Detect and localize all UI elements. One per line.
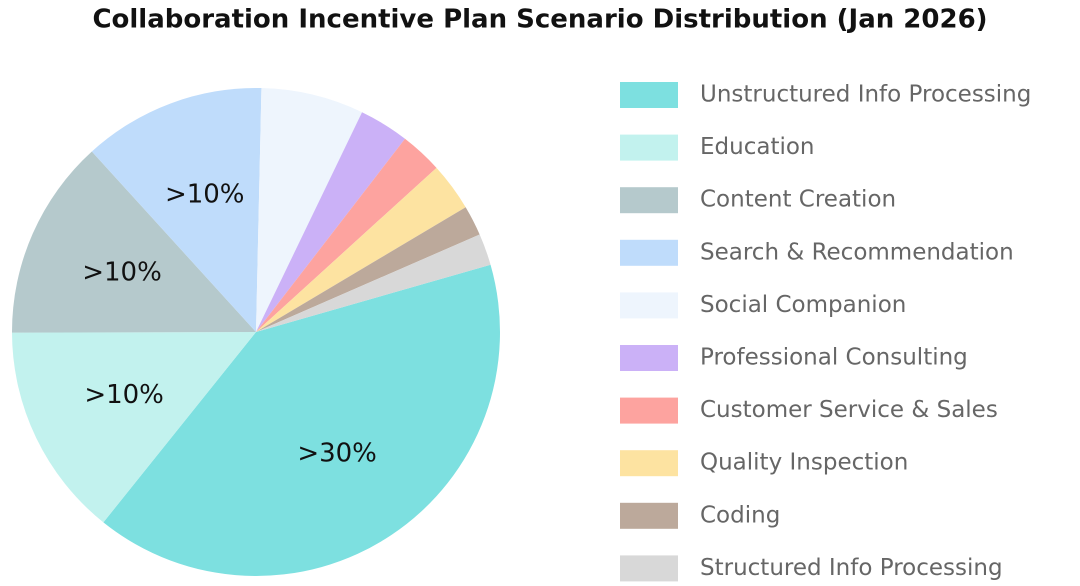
chart-title: Collaboration Incentive Plan Scenario Di…: [92, 5, 987, 35]
value-label: >10%: [82, 257, 162, 287]
legend-label: Unstructured Info Processing: [700, 82, 1031, 108]
legend-label: Professional Consulting: [700, 345, 968, 371]
legend-swatch: [620, 187, 678, 214]
legend-swatch: [620, 239, 678, 266]
legend-swatch: [620, 555, 678, 582]
legend-swatch: [620, 82, 678, 108]
pie-slice: [256, 138, 437, 332]
value-label: >10%: [165, 179, 245, 209]
pie-slice: [256, 88, 363, 332]
legend-label: Coding: [700, 502, 780, 528]
pie-slice: [12, 151, 256, 333]
legend-swatch: [620, 292, 678, 319]
pie-slice: [256, 167, 466, 332]
pie-slice: [91, 87, 262, 332]
legend-label: Social Companion: [700, 292, 906, 318]
value-label: >30%: [297, 438, 377, 468]
value-label: >10%: [84, 380, 164, 410]
legend-swatch: [620, 502, 678, 529]
pie-slice: [256, 207, 480, 332]
legend-swatch: [620, 450, 678, 477]
legend-swatch: [620, 345, 678, 371]
pie-slice: [256, 112, 406, 332]
pie-slice: [12, 332, 257, 523]
legend-swatch: [620, 397, 678, 424]
legend-label: Content Creation: [700, 187, 896, 213]
legend-label: Structured Info Processing: [700, 555, 1003, 581]
pie-slice: [103, 264, 500, 576]
legend-label: Quality Inspection: [700, 450, 908, 476]
legend-swatch: [620, 134, 678, 161]
legend-label: Education: [700, 134, 815, 160]
legend-label: Customer Service & Sales: [700, 397, 998, 423]
pie-slice: [256, 234, 491, 332]
legend-label: Search & Recommendation: [700, 239, 1014, 265]
